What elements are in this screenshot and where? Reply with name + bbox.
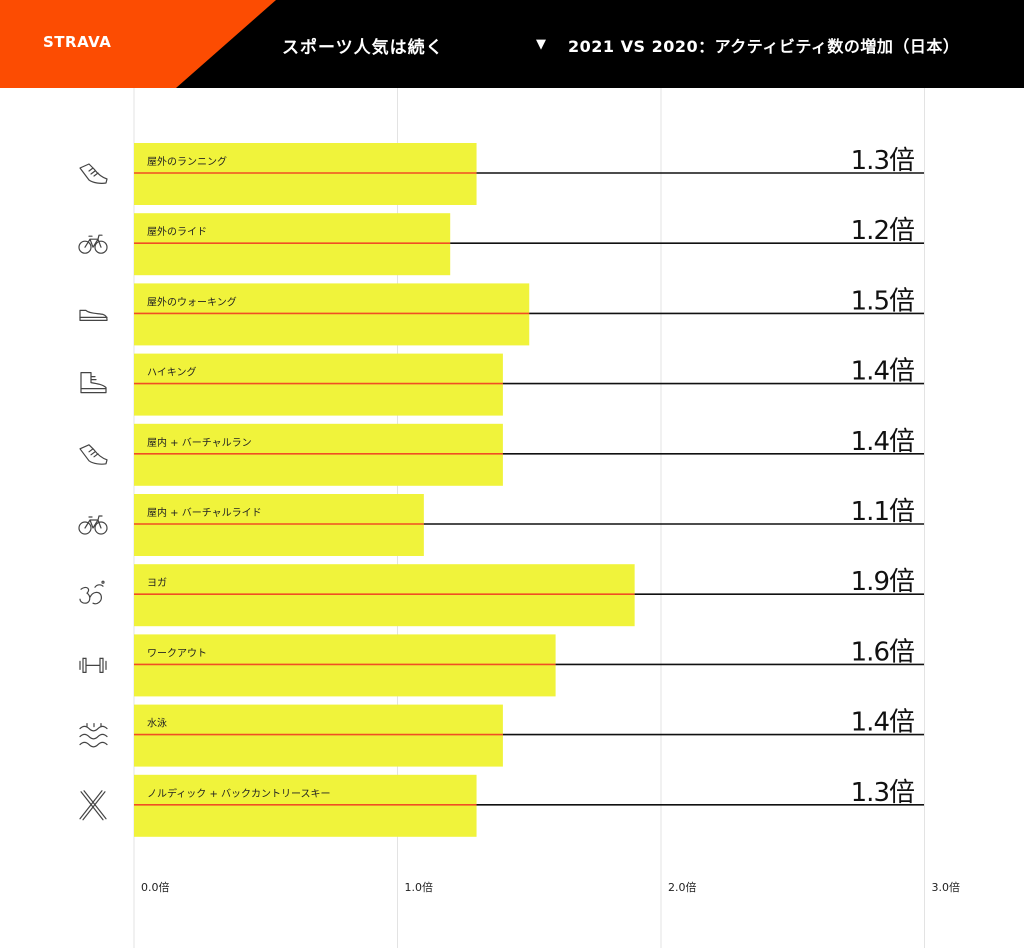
category-label: 屋内 + バーチャルラン [147,436,252,449]
bar [134,283,530,346]
category-label: ワークアウト [147,647,207,659]
bicycle-icon-stroke [84,234,103,248]
category-label: ノルディック + バックカントリースキー [147,787,331,800]
value-label: 1.5倍 [851,286,914,316]
value-label: 1.4倍 [851,708,914,738]
running-shoe-icon [79,444,108,465]
dumbbell-icon-stroke [79,657,107,674]
running-shoe-icon-stroke [88,167,99,177]
crossed-skis-icon [79,790,107,821]
bicycle-icon-stroke [78,521,92,535]
value-label: 1.3倍 [851,146,914,176]
category-label: 屋外のウォーキング [147,295,237,308]
bar [134,143,477,205]
x-tick-label: 1.0倍 [405,880,434,894]
waves-icon-stroke [79,725,108,732]
bar [134,704,503,767]
value-label: 1.4倍 [851,357,914,387]
waves-icon-stroke [79,733,108,740]
bar [134,564,635,627]
bicycle-icon-stroke [94,240,108,254]
walking-shoe-icon-stroke [79,309,108,321]
hiking-boot-icon [80,372,107,394]
value-label: 1.3倍 [851,778,914,808]
category-label: ヨガ [147,577,167,589]
bicycle-icon-stroke [94,521,108,535]
category-label: 屋外のランニング [147,155,227,168]
category-label: ハイキング [147,366,197,379]
waves-icon-stroke [86,722,102,728]
waves-icon-stroke [79,741,108,748]
bicycle-icon-stroke [84,515,103,529]
om-icon-stroke [94,584,104,588]
hiking-boot-icon-stroke [80,376,107,390]
category-label: 屋外のライド [147,226,207,238]
bicycle-icon [78,515,108,535]
x-tick-label: 3.0倍 [932,880,961,894]
waves-icon [79,722,108,748]
running-shoe-icon-stroke [79,444,108,465]
bicycle-icon [78,234,108,254]
running-shoe-icon-stroke [79,163,108,184]
bar [134,213,451,276]
bicycle-icon-stroke [78,240,92,254]
running-shoe-icon [79,163,108,184]
value-label: 1.6倍 [851,637,914,667]
category-label: 水泳 [147,718,167,730]
running-shoe-icon-stroke [88,448,99,458]
bar [134,634,556,697]
om-icon-stroke [101,580,105,584]
chart-subtitle: 2021 VS 2020：アクティビティ数の増加（日本） [568,37,960,56]
value-label: 1.4倍 [851,427,914,457]
om-icon-stroke [79,586,91,604]
crossed-skis-icon-stroke [79,790,106,821]
x-tick-label: 2.0倍 [668,880,697,894]
category-label: 屋内 + バーチャルライド [147,506,262,519]
bar [134,423,503,486]
walking-shoe-icon [79,309,108,321]
value-label: 1.2倍 [851,216,914,246]
bar [134,494,424,556]
om-icon-stroke [89,591,102,605]
triangle-down-icon: ▼ [536,37,546,52]
bar [134,774,477,837]
strava-logo[interactable]: STRAVA [43,33,112,51]
value-label: 1.1倍 [851,497,914,527]
x-tick-label: 0.0倍 [141,880,170,894]
dumbbell-icon-stroke [82,657,104,674]
bar [134,353,503,416]
dumbbell-icon [79,657,107,674]
value-label: 1.9倍 [851,567,914,597]
hiking-boot-icon-stroke [80,372,107,394]
page-title: スポーツ人気は続く [282,38,444,58]
header-bar: STRAVA スポーツ人気は続く ▼ 2021 VS 2020：アクティビティ数… [0,0,1024,88]
logo-block [0,0,276,88]
om-icon [79,580,105,605]
